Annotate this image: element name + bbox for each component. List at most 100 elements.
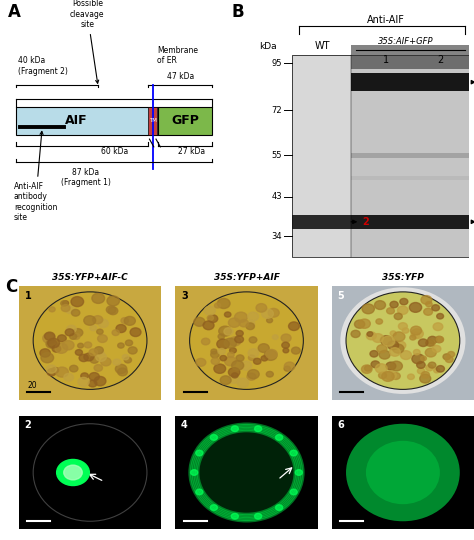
Circle shape bbox=[113, 359, 121, 365]
Circle shape bbox=[84, 353, 94, 361]
Circle shape bbox=[73, 328, 83, 336]
Bar bbox=[351, 214, 469, 229]
Circle shape bbox=[208, 315, 218, 322]
Circle shape bbox=[284, 362, 295, 370]
Text: 47 kDa: 47 kDa bbox=[167, 72, 194, 81]
Ellipse shape bbox=[340, 287, 465, 394]
Circle shape bbox=[116, 325, 126, 333]
Ellipse shape bbox=[190, 292, 303, 389]
Circle shape bbox=[88, 380, 97, 387]
Text: 60 kDa: 60 kDa bbox=[101, 147, 128, 156]
Circle shape bbox=[108, 307, 118, 315]
Circle shape bbox=[283, 348, 289, 353]
Ellipse shape bbox=[346, 292, 460, 389]
Circle shape bbox=[246, 323, 255, 329]
Circle shape bbox=[247, 321, 255, 327]
Text: 55: 55 bbox=[272, 151, 282, 160]
Circle shape bbox=[71, 296, 83, 307]
Circle shape bbox=[121, 318, 128, 323]
Circle shape bbox=[410, 302, 422, 312]
Circle shape bbox=[411, 332, 419, 339]
Circle shape bbox=[247, 373, 256, 380]
Circle shape bbox=[96, 353, 106, 361]
Circle shape bbox=[412, 354, 424, 364]
Circle shape bbox=[94, 347, 103, 354]
Text: 40 kDa
(Fragment 2): 40 kDa (Fragment 2) bbox=[18, 56, 68, 76]
Circle shape bbox=[292, 347, 300, 354]
Text: 72: 72 bbox=[272, 105, 282, 114]
Circle shape bbox=[65, 306, 74, 314]
Text: 4: 4 bbox=[181, 420, 188, 430]
Circle shape bbox=[94, 364, 102, 372]
Circle shape bbox=[248, 312, 259, 321]
Circle shape bbox=[124, 316, 136, 325]
Circle shape bbox=[426, 340, 434, 346]
Circle shape bbox=[196, 489, 203, 495]
Circle shape bbox=[231, 426, 238, 431]
Circle shape bbox=[235, 312, 247, 322]
Text: TM: TM bbox=[148, 118, 156, 124]
Circle shape bbox=[62, 341, 74, 350]
Text: 35S:YFP+AIF: 35S:YFP+AIF bbox=[214, 273, 279, 282]
Circle shape bbox=[94, 376, 106, 386]
Circle shape bbox=[386, 362, 396, 370]
Circle shape bbox=[79, 354, 88, 362]
Circle shape bbox=[191, 470, 198, 475]
Circle shape bbox=[89, 349, 98, 356]
Circle shape bbox=[211, 358, 219, 365]
Text: Possible
cleavage
site: Possible cleavage site bbox=[70, 0, 105, 83]
Circle shape bbox=[392, 344, 404, 353]
Circle shape bbox=[228, 318, 240, 327]
Circle shape bbox=[228, 368, 240, 377]
Circle shape bbox=[390, 331, 396, 336]
Circle shape bbox=[231, 514, 238, 519]
Circle shape bbox=[421, 295, 432, 304]
Circle shape bbox=[232, 373, 238, 378]
Text: 34: 34 bbox=[272, 232, 282, 240]
Bar bbox=[292, 55, 469, 257]
Circle shape bbox=[207, 315, 213, 320]
Circle shape bbox=[420, 374, 431, 383]
Circle shape bbox=[118, 343, 124, 348]
Circle shape bbox=[366, 332, 376, 340]
Text: 27 kDa: 27 kDa bbox=[178, 147, 205, 156]
Circle shape bbox=[266, 349, 277, 359]
Circle shape bbox=[266, 372, 273, 377]
Circle shape bbox=[197, 322, 202, 327]
Circle shape bbox=[214, 364, 226, 373]
Circle shape bbox=[98, 319, 109, 328]
Circle shape bbox=[70, 365, 78, 372]
Circle shape bbox=[41, 353, 54, 363]
Circle shape bbox=[78, 377, 89, 387]
Circle shape bbox=[362, 304, 374, 314]
Circle shape bbox=[70, 334, 77, 339]
Circle shape bbox=[273, 335, 278, 340]
Circle shape bbox=[437, 314, 444, 319]
Bar bbox=[16, 107, 158, 135]
Circle shape bbox=[410, 326, 421, 335]
Bar bbox=[292, 55, 351, 257]
Circle shape bbox=[373, 334, 383, 342]
Ellipse shape bbox=[190, 424, 303, 521]
Circle shape bbox=[40, 349, 50, 357]
Text: Anti-AIF
antibody
recognition
site: Anti-AIF antibody recognition site bbox=[14, 131, 57, 222]
Circle shape bbox=[268, 308, 279, 317]
Text: 1: 1 bbox=[25, 291, 31, 301]
Text: 2: 2 bbox=[25, 420, 31, 430]
Text: 2: 2 bbox=[438, 55, 444, 65]
Circle shape bbox=[217, 339, 229, 349]
Circle shape bbox=[433, 323, 443, 330]
Circle shape bbox=[428, 362, 436, 368]
Text: C: C bbox=[5, 278, 17, 296]
Circle shape bbox=[210, 505, 218, 510]
Circle shape bbox=[203, 321, 214, 330]
Circle shape bbox=[237, 378, 249, 387]
Circle shape bbox=[45, 332, 55, 340]
Circle shape bbox=[72, 309, 80, 316]
Circle shape bbox=[437, 336, 444, 342]
Circle shape bbox=[379, 350, 390, 359]
Circle shape bbox=[281, 334, 291, 342]
Text: 2: 2 bbox=[363, 217, 369, 227]
Circle shape bbox=[84, 316, 96, 325]
Circle shape bbox=[228, 352, 234, 357]
